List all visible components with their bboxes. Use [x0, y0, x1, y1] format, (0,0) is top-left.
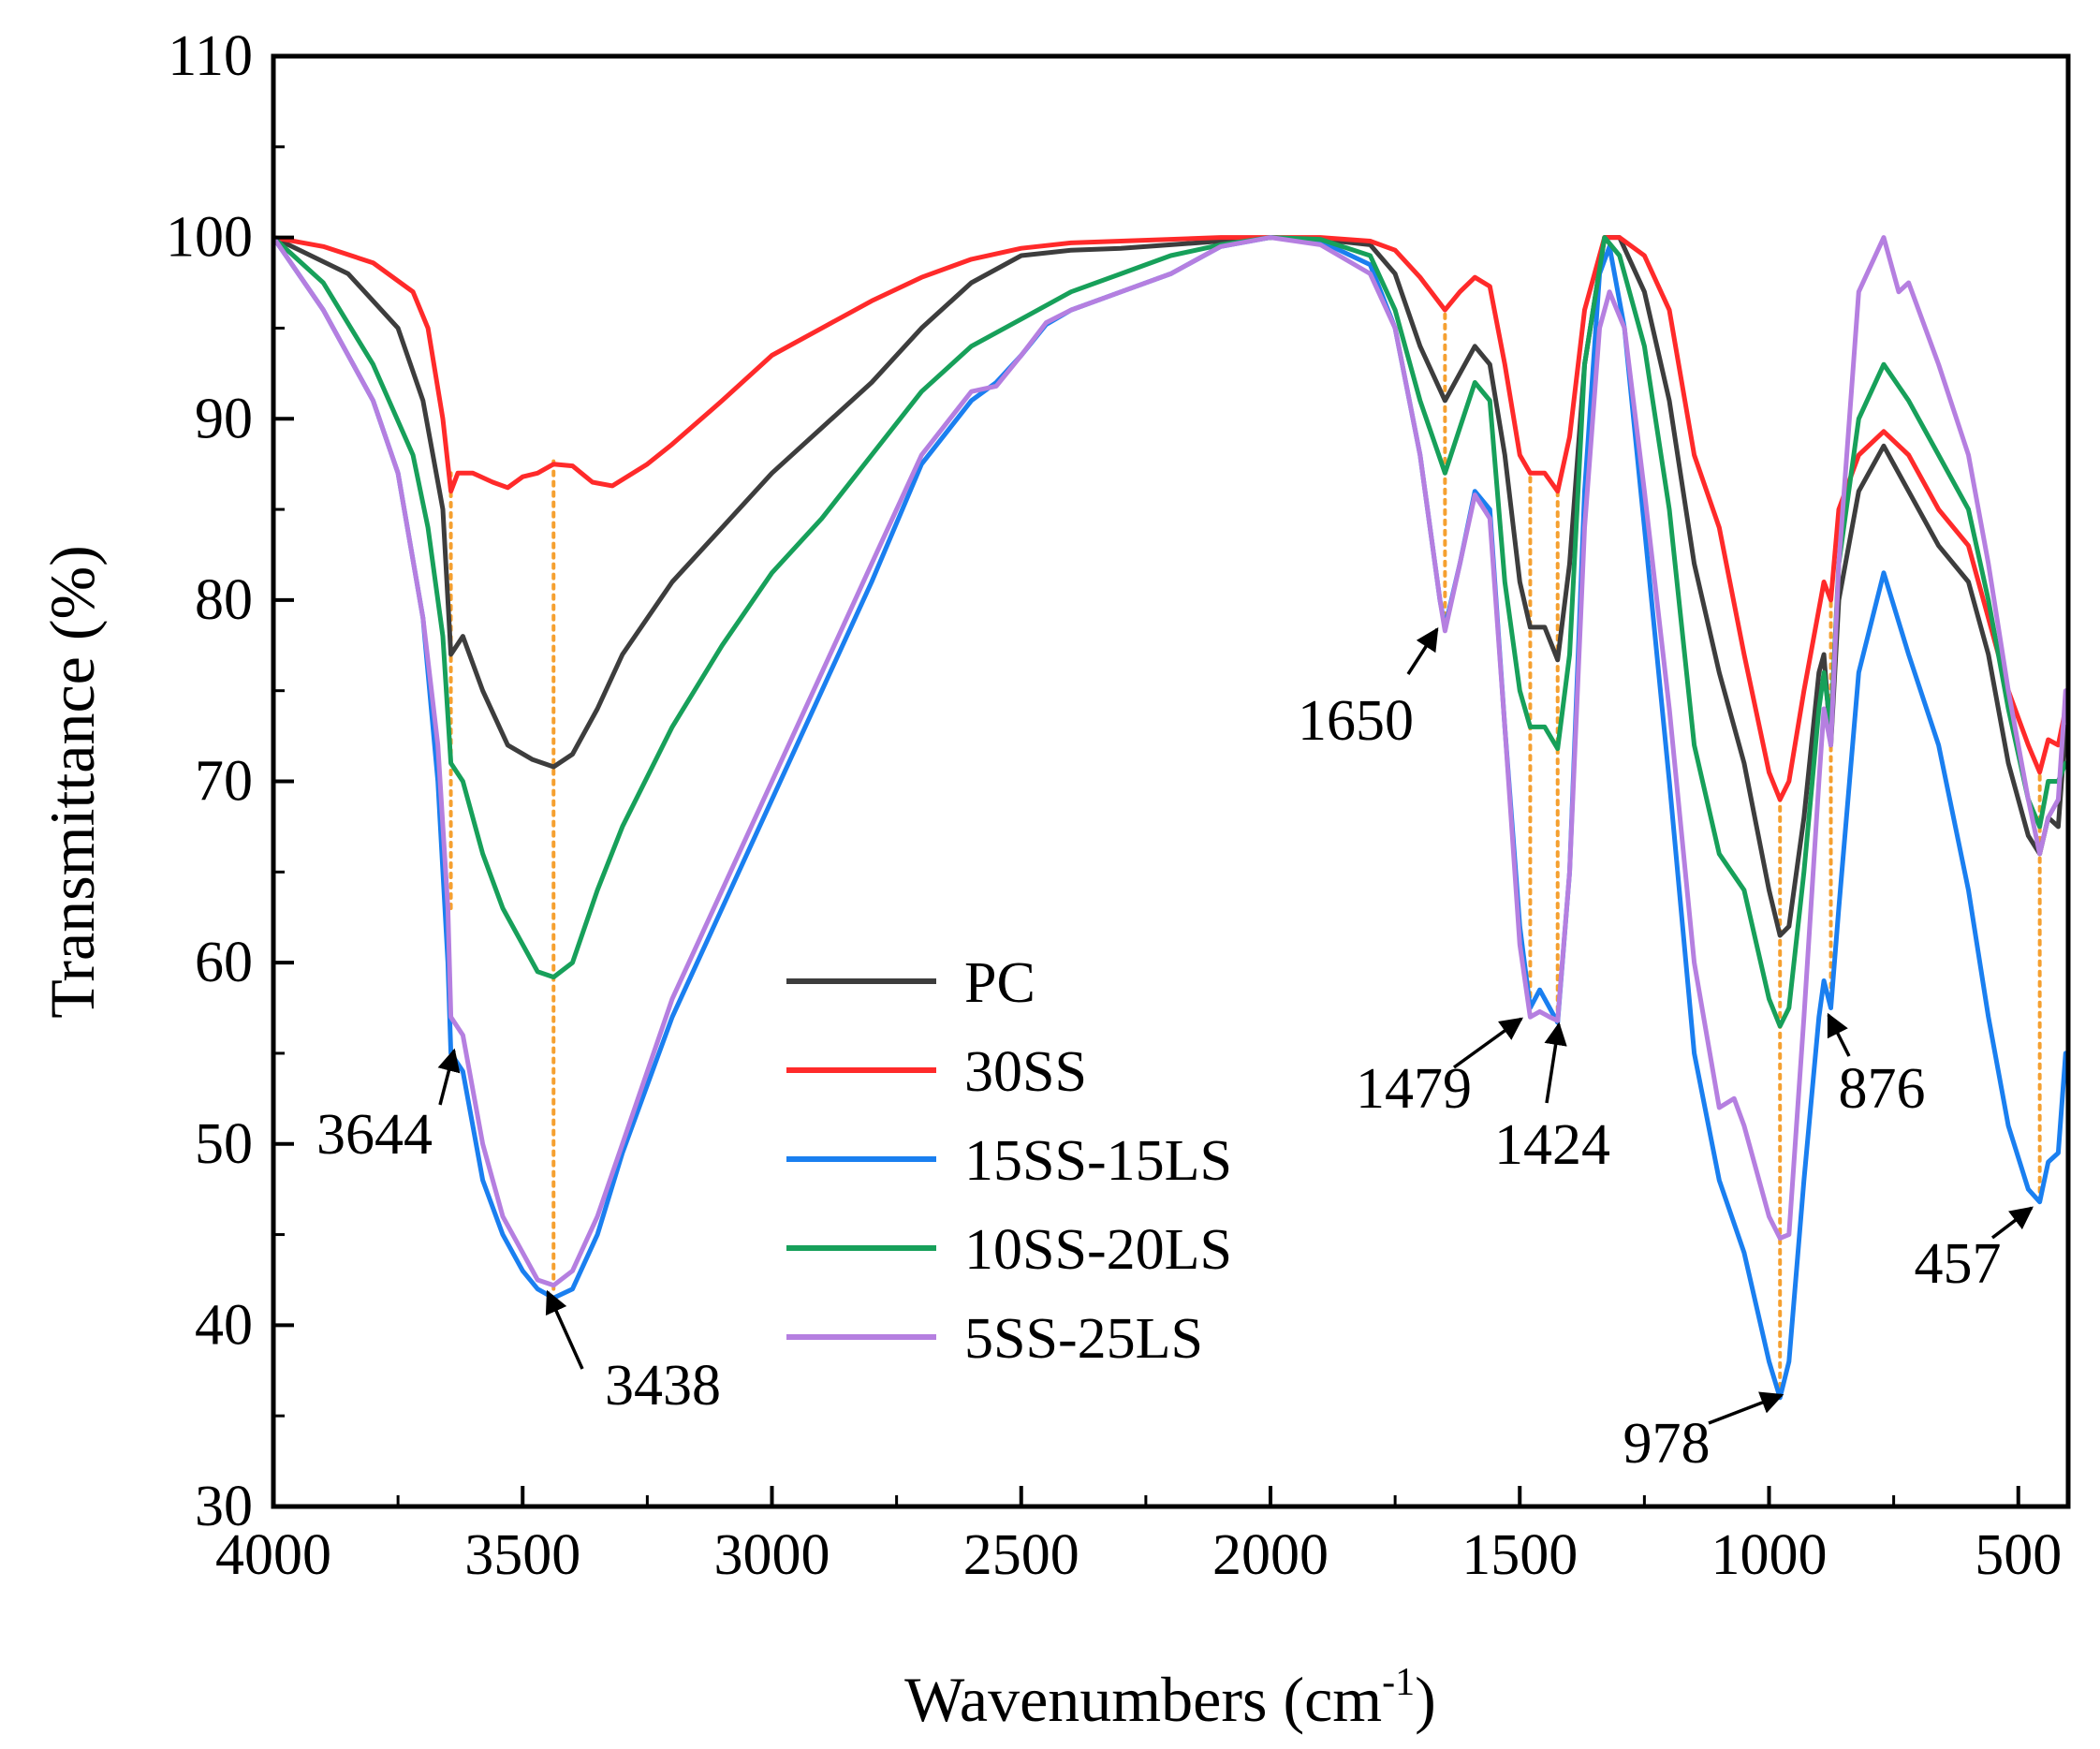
- annotation-label-457: 457: [1915, 1232, 2002, 1296]
- x-tick-label: 4000: [215, 1523, 331, 1587]
- x-tick-label: 2000: [1212, 1523, 1329, 1587]
- y-tick-label: 80: [195, 568, 253, 632]
- series-line-30SS: [273, 235, 2068, 802]
- annotation-arrow-1650: [1406, 626, 1439, 675]
- series-line-10SS-20LS: [273, 235, 2068, 1029]
- guide-lines: [448, 308, 2042, 1400]
- tick-labels: 4000 3500 3000 2500 2000 1500 1000 500 30 40 50 60 7…: [166, 24, 2062, 1587]
- x-tick-label: 1500: [1461, 1523, 1578, 1587]
- annotation-arrow-3438: [545, 1289, 584, 1370]
- y-tick-label: 50: [195, 1112, 253, 1176]
- annotation-label-1479: 1479: [1356, 1057, 1472, 1121]
- legend-label-30SS: 30SS: [964, 1040, 1087, 1104]
- x-tick-label: 3500: [464, 1523, 580, 1587]
- annotation-arrow-3644: [437, 1048, 461, 1106]
- axis-ticks: [272, 54, 2020, 1508]
- annotation-label-978: 978: [1623, 1412, 1711, 1476]
- series-line-5SS-25LS: [273, 235, 2068, 1288]
- series-line-PC: [273, 235, 2068, 938]
- x-tick-label: 500: [1975, 1523, 2062, 1587]
- annotation-label-1650: 1650: [1298, 689, 1414, 753]
- legend-label-5SS-25LS: 5SS-25LS: [964, 1307, 1203, 1371]
- peak-annotations: 3644 3438 1650 1479 1424 978 876 457: [316, 626, 2034, 1476]
- legend-label-PC: PC: [964, 951, 1035, 1015]
- y-tick-label: 70: [195, 750, 253, 814]
- annotation-label-1424: 1424: [1494, 1113, 1610, 1177]
- annotation-arrow-457: [1990, 1206, 2034, 1240]
- y-tick-label: 110: [168, 24, 253, 88]
- y-tick-label: 90: [195, 387, 253, 450]
- y-axis-title: Transmittance (%): [37, 545, 108, 1018]
- legend: PC 30SS 15SS-15LS 10SS-20LS 5SS-25LS: [786, 951, 1232, 1371]
- legend-label-15SS-15LS: 15SS-15LS: [964, 1129, 1232, 1193]
- legend-label-10SS-20LS: 10SS-20LS: [964, 1218, 1232, 1282]
- annotation-label-3438: 3438: [605, 1354, 721, 1418]
- annotation-label-3644: 3644: [316, 1103, 433, 1167]
- y-tick-label: 40: [195, 1293, 253, 1357]
- series-layer: [273, 235, 2068, 1401]
- annotation-arrow-978: [1708, 1391, 1784, 1425]
- annotation-label-876: 876: [1839, 1057, 1926, 1121]
- x-axis-title: Wavenumbers (cm-1): [904, 1661, 1436, 1735]
- annotation-arrow-876: [1827, 1012, 1851, 1057]
- y-tick-label: 60: [195, 931, 253, 994]
- x-tick-label: 3000: [714, 1523, 830, 1587]
- annotation-arrow-1424: [1544, 1021, 1567, 1104]
- y-tick-label: 100: [166, 206, 253, 270]
- x-tick-label: 2500: [963, 1523, 1079, 1587]
- x-tick-label: 1000: [1711, 1523, 1828, 1587]
- annotation-arrow-1479: [1452, 1017, 1523, 1069]
- y-tick-label: 30: [195, 1475, 253, 1538]
